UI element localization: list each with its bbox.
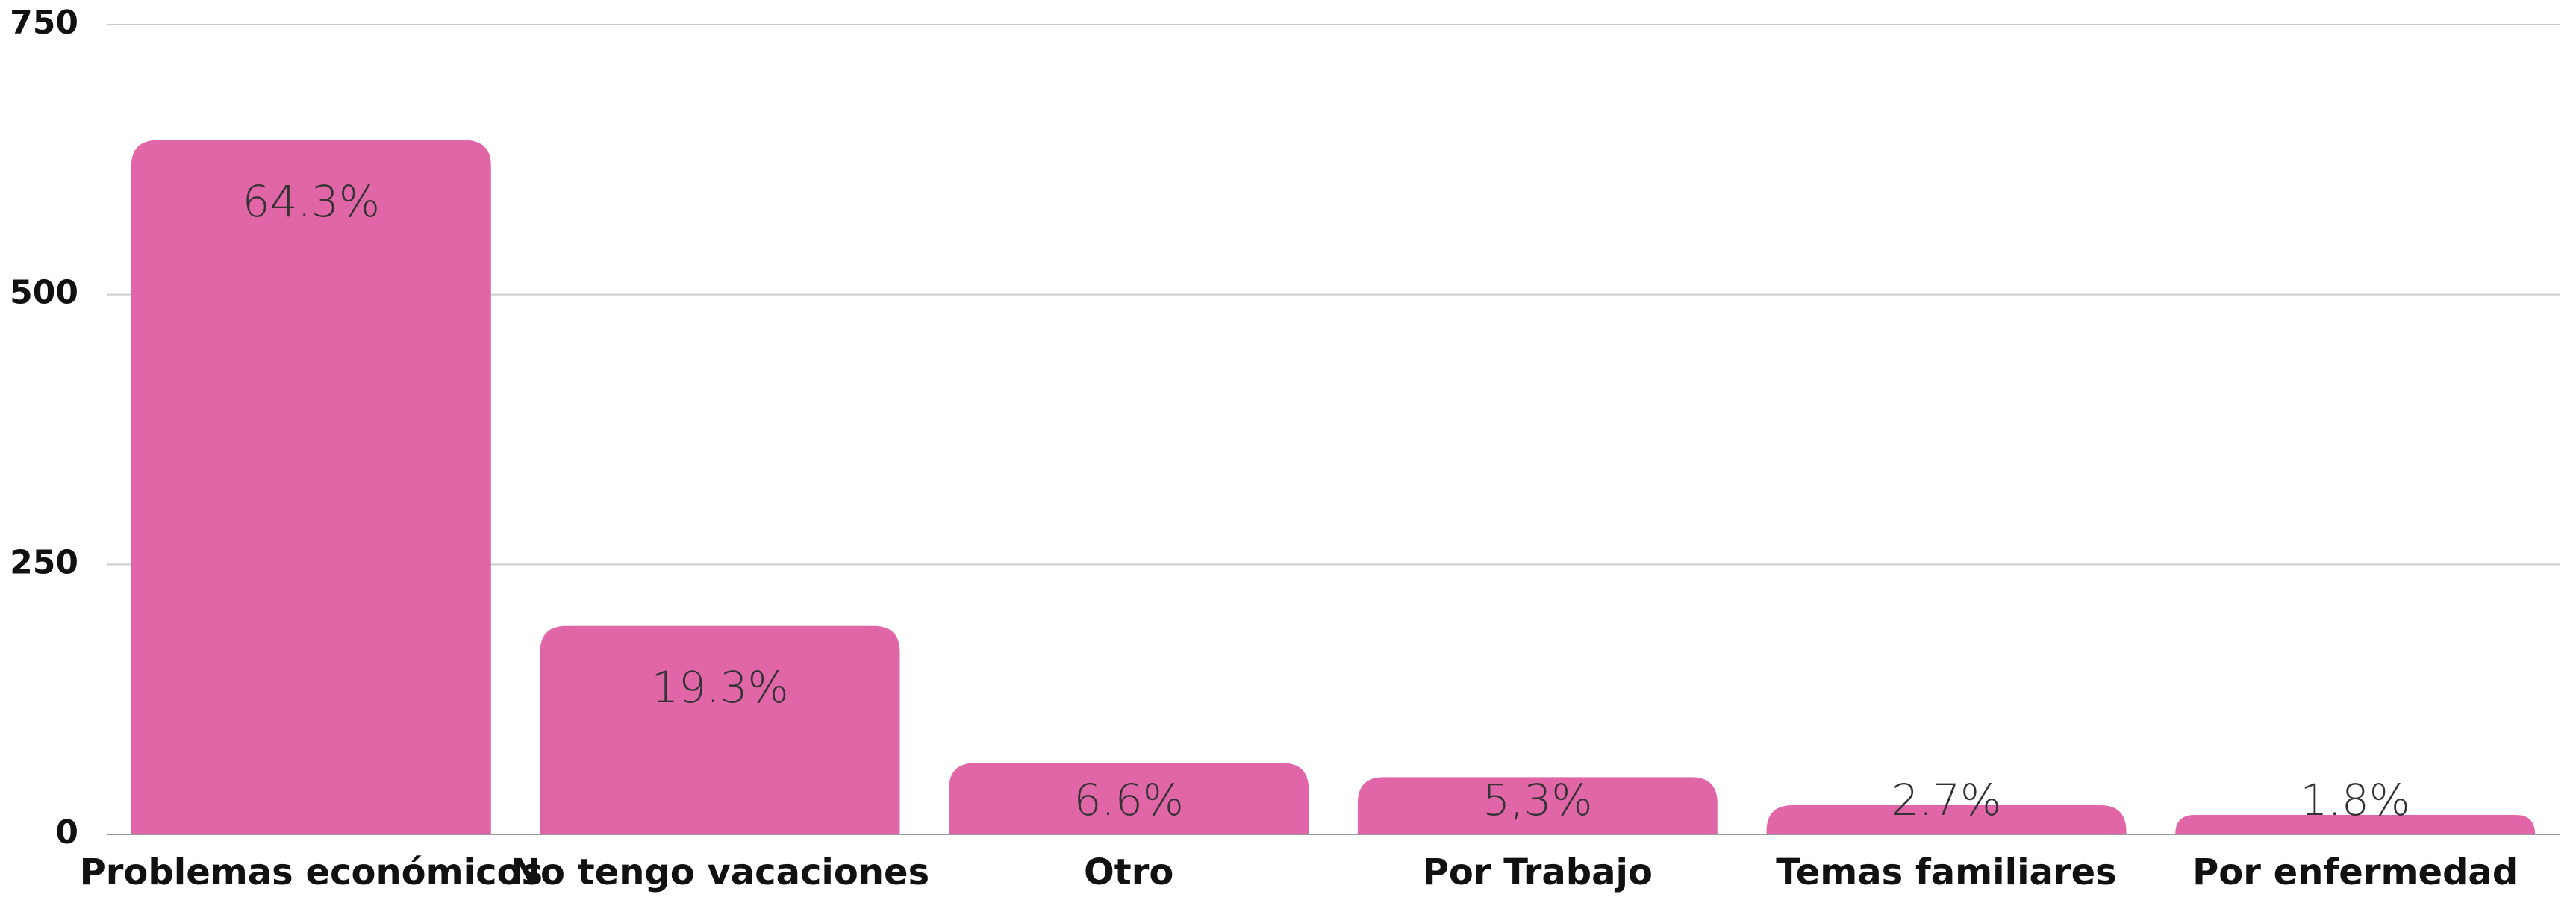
- value-label: 6.6%: [1073, 775, 1183, 825]
- y-tick-label: 500: [10, 274, 78, 312]
- bar: [1357, 777, 1718, 834]
- y-tick-label: 750: [10, 4, 78, 42]
- x-tick-label: Problemas económicos: [80, 851, 543, 893]
- x-tick-label: No tengo vacaciones: [511, 851, 929, 893]
- value-label: 64.3%: [243, 176, 380, 227]
- x-tick-label: Otro: [1084, 851, 1173, 893]
- bar: [540, 625, 900, 834]
- y-tick-label: 0: [55, 813, 78, 851]
- bar: [949, 763, 1309, 834]
- y-tick-label: 250: [10, 543, 78, 581]
- bar: [2175, 814, 2536, 834]
- value-label: 5,3%: [1482, 775, 1592, 825]
- x-tick-label: Por Trabajo: [1423, 851, 1653, 893]
- bar: [131, 140, 491, 834]
- bar: [1766, 804, 2127, 834]
- x-tick-label: Temas familiares: [1776, 851, 2116, 893]
- value-label: 1.8%: [2300, 775, 2410, 825]
- value-label: 19.3%: [651, 662, 788, 713]
- value-label: 2.7%: [1892, 775, 2001, 825]
- x-tick-label: Por enfermedad: [2192, 851, 2518, 893]
